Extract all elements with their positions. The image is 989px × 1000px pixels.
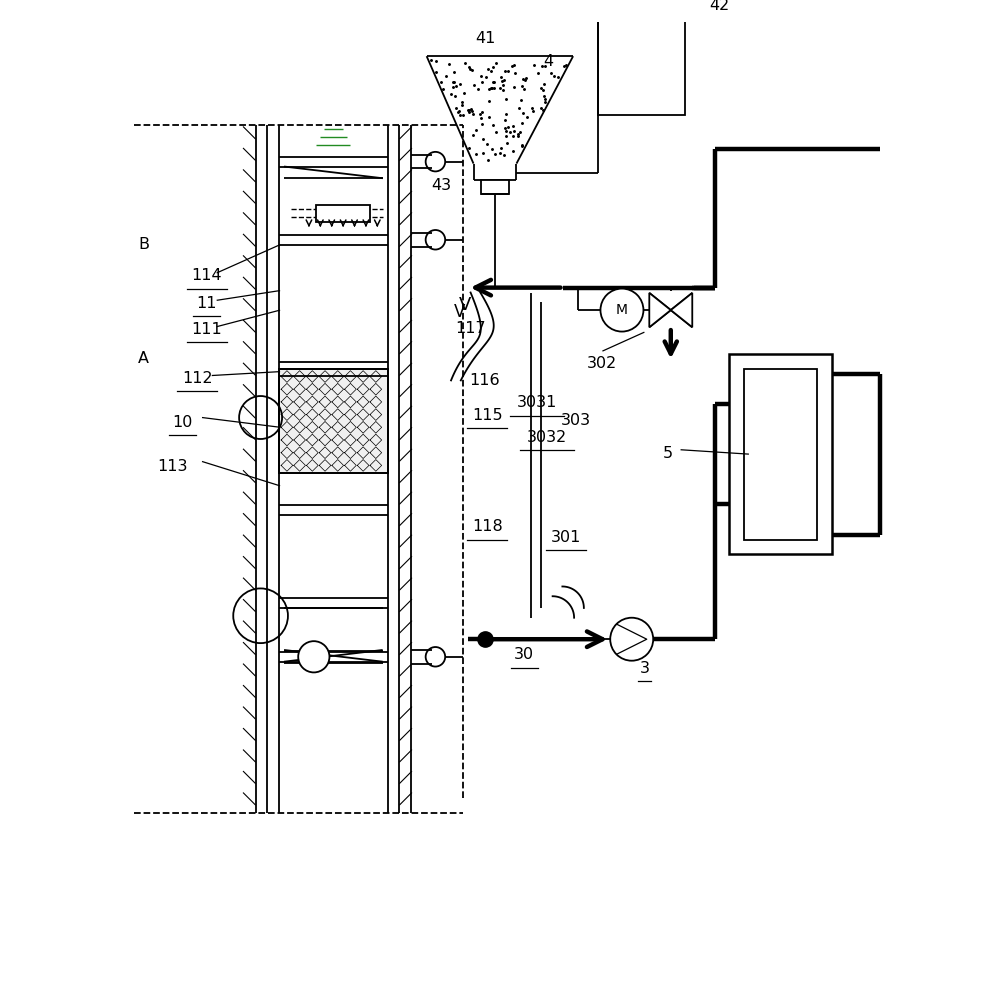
Text: 3: 3 (640, 661, 650, 676)
Text: 113: 113 (157, 459, 188, 474)
Text: 3031: 3031 (517, 395, 557, 410)
Text: 115: 115 (472, 408, 502, 423)
Bar (279, 369, 388, 473)
Text: V: V (459, 296, 471, 314)
Text: 301: 301 (551, 530, 582, 545)
Text: 116: 116 (469, 373, 499, 388)
Text: A: A (137, 351, 149, 366)
Bar (279, 369, 388, 473)
Text: 30: 30 (514, 647, 534, 662)
Polygon shape (650, 293, 671, 327)
Text: 4: 4 (544, 54, 554, 69)
Bar (316, 205, 370, 222)
Circle shape (600, 289, 644, 332)
Polygon shape (671, 293, 692, 327)
Text: 43: 43 (431, 178, 451, 193)
Text: 42: 42 (709, 0, 730, 13)
Text: 111: 111 (192, 322, 223, 337)
Text: B: B (137, 237, 149, 252)
Text: 11: 11 (197, 296, 218, 311)
Text: 118: 118 (472, 519, 502, 534)
Text: 117: 117 (455, 321, 486, 336)
Circle shape (610, 618, 653, 661)
Bar (729, 354, 832, 554)
Circle shape (299, 641, 329, 672)
Text: 302: 302 (587, 356, 617, 371)
Text: 41: 41 (475, 31, 495, 46)
Text: M: M (616, 303, 628, 317)
Text: 5: 5 (663, 446, 673, 461)
Bar (482, 180, 508, 194)
Text: 10: 10 (172, 415, 193, 430)
Text: 114: 114 (192, 268, 223, 283)
Bar (597, 17, 685, 115)
Text: V: V (454, 303, 466, 321)
Bar (744, 369, 817, 540)
Text: 112: 112 (182, 371, 213, 386)
Text: 3032: 3032 (526, 430, 567, 445)
Text: 303: 303 (561, 413, 591, 428)
